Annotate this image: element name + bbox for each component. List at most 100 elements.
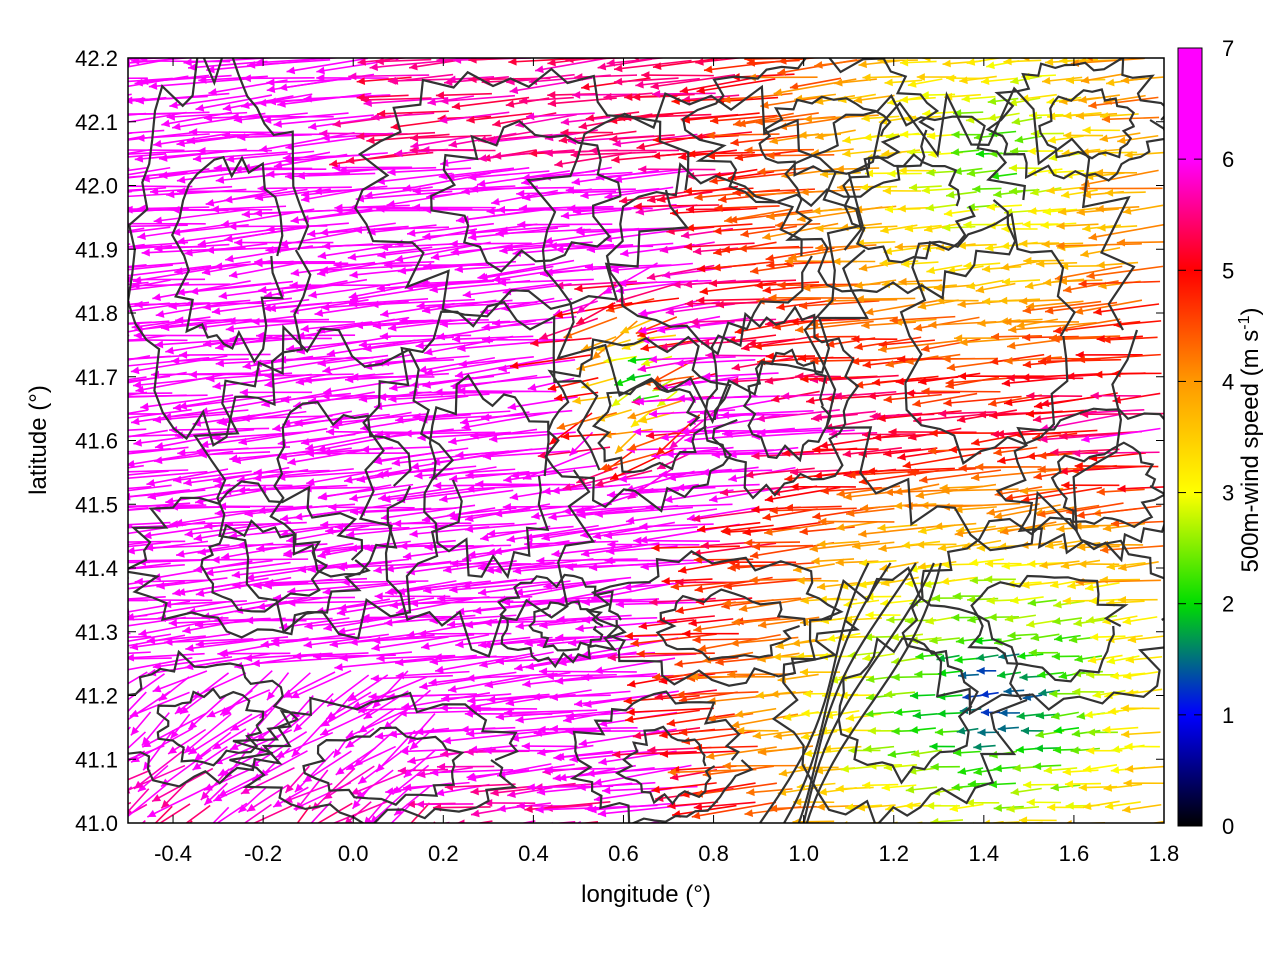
wind-arrow-head — [713, 226, 722, 235]
wind-arrow-shaft — [595, 169, 678, 179]
wind-arrow-head — [470, 787, 479, 796]
wind-arrow-head — [613, 77, 623, 86]
wind-arrow-head — [349, 270, 358, 279]
wind-arrow-head — [72, 144, 81, 152]
wind-arrow-head — [246, 60, 256, 69]
wind-arrow-head — [593, 778, 603, 786]
wind-arrow-head — [640, 562, 649, 571]
wind-arrow-head — [993, 512, 1003, 520]
wind-arrow-head — [866, 467, 876, 476]
wind-arrow-shaft — [524, 540, 619, 546]
wind-arrow-head — [638, 621, 648, 630]
wind-arrow-shaft — [448, 428, 538, 444]
wind-arrow-shaft — [303, 94, 391, 100]
wind-arrow-shaft — [138, 620, 211, 636]
wind-arrow-head — [273, 799, 283, 808]
wind-arrow-head — [768, 804, 778, 813]
wind-arrow-shaft — [1110, 520, 1164, 525]
wind-arrow-head — [658, 470, 668, 479]
wind-arrow-head — [891, 727, 900, 736]
wind-arrow-shaft — [1074, 465, 1159, 468]
wind-arrow-head — [509, 492, 519, 501]
wind-arrow-shaft — [616, 282, 679, 303]
wind-arrow-head — [202, 339, 212, 348]
wind-arrow-head — [554, 159, 563, 168]
wind-arrow-head — [1082, 764, 1092, 773]
wind-arrow-head — [554, 393, 563, 402]
wind-arrow-shaft — [130, 727, 194, 763]
wind-arrow-head — [389, 601, 399, 609]
wind-arrow-head — [253, 468, 262, 477]
wind-arrow-head — [744, 58, 753, 63]
wind-arrow-head — [747, 339, 757, 348]
wind-arrow-shaft — [464, 522, 537, 531]
wind-arrow-shaft — [364, 787, 397, 823]
wind-arrow-head — [581, 673, 590, 682]
wind-arrow-head — [638, 308, 647, 317]
wind-arrow-head — [464, 525, 474, 533]
wind-arrow-head — [1062, 596, 1071, 605]
wind-arrow-head — [54, 501, 62, 509]
wind-arrow-head — [1007, 631, 1016, 640]
wind-arrow-head — [1008, 164, 1017, 173]
wind-arrow-head — [1104, 802, 1114, 810]
x-tick-label: -0.2 — [244, 841, 282, 866]
wind-arrow-shaft — [757, 166, 815, 174]
wind-arrow-head — [1034, 744, 1044, 753]
wind-arrow-head — [721, 829, 730, 837]
wind-arrow-shaft — [317, 354, 389, 365]
wind-arrow-head — [280, 395, 290, 404]
wind-arrow-shaft — [685, 223, 753, 230]
wind-arrow-head — [1082, 190, 1092, 199]
wind-arrow-head — [800, 188, 809, 196]
wind-arrow-head — [560, 211, 570, 220]
wind-arrow-head — [1074, 462, 1083, 470]
wind-arrow-head — [478, 154, 487, 163]
wind-arrow-head — [914, 670, 923, 679]
wind-arrow-head — [182, 626, 191, 634]
wind-arrow-shaft — [913, 413, 981, 422]
wind-arrow-shaft — [999, 521, 1057, 534]
wind-arrow-head — [551, 486, 560, 495]
wind-arrow-head — [606, 490, 616, 499]
wind-arrow-head — [305, 443, 314, 452]
wind-arrow-head — [279, 239, 289, 248]
wind-arrow-head — [1021, 373, 1030, 382]
wind-arrow-head — [669, 440, 679, 449]
wind-arrow-head — [161, 799, 170, 809]
wind-arrow-head — [1044, 306, 1054, 315]
wind-arrow-head — [1003, 317, 1012, 326]
wind-arrow-shaft — [557, 581, 652, 602]
wind-arrow-head — [1011, 117, 1021, 126]
wind-arrow-shaft — [129, 691, 190, 718]
terrain-contour — [358, 300, 601, 658]
wind-arrow-head — [131, 281, 140, 290]
wind-arrow-head — [218, 789, 228, 797]
wind-arrow-shaft — [320, 300, 409, 309]
wind-arrow-head — [429, 657, 439, 666]
wind-arrow-head — [195, 620, 204, 629]
wind-arrow-head — [496, 205, 505, 214]
wind-arrow-head — [768, 293, 777, 302]
wind-arrow-shaft — [224, 226, 310, 241]
wind-arrow-shaft — [866, 467, 955, 473]
wind-arrow-head — [926, 168, 935, 177]
wind-arrow-head — [1019, 487, 1029, 495]
wind-arrow-head — [950, 148, 960, 157]
wind-arrow-head — [524, 805, 533, 813]
wind-arrow-head — [558, 136, 568, 144]
wind-arrow-head — [238, 804, 248, 813]
wind-arrow-head — [465, 748, 474, 756]
wind-arrow-head — [57, 197, 66, 205]
wind-arrow-shaft — [128, 334, 130, 337]
wind-arrow-head — [332, 119, 342, 128]
wind-arrow-head — [659, 245, 669, 254]
wind-arrow-head — [46, 61, 54, 69]
wind-arrow-shaft — [734, 320, 797, 334]
wind-arrow-head — [94, 787, 103, 794]
wind-arrow-head — [376, 763, 385, 772]
wind-arrow-shaft — [692, 638, 757, 641]
wind-arrow-shaft — [187, 599, 268, 614]
wind-arrow-head — [241, 210, 250, 219]
terrain-contour — [128, 649, 299, 788]
